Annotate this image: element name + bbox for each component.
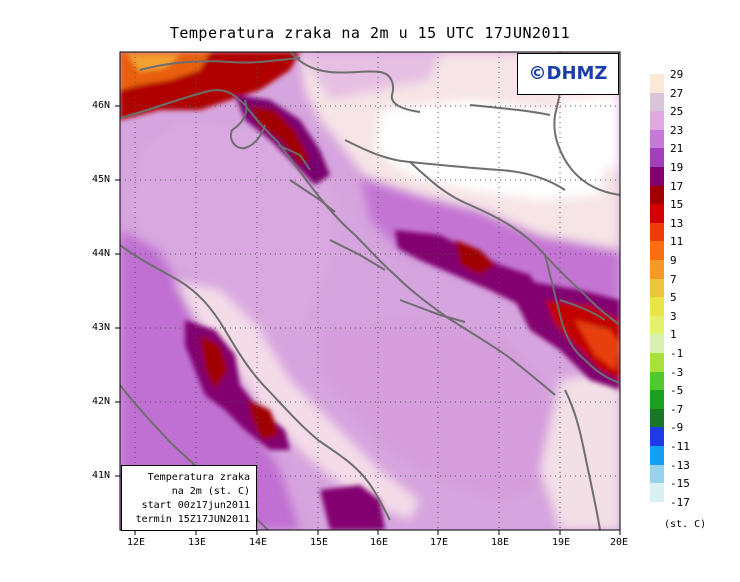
legend-swatch [650,260,664,279]
lon-label-15E: 15E [310,537,329,548]
lat-label-43N: 43N [92,322,111,333]
legend-swatch [650,483,664,503]
legend-label: -13 [670,458,690,472]
lat-label-44N: 44N [92,248,111,259]
legend-swatch [650,371,664,391]
legend-label: 3 [670,309,677,323]
lon-label-17E: 17E [430,537,449,548]
legend-swatch [650,408,664,428]
legend-label: 27 [670,86,684,100]
legend-label: -5 [670,384,684,398]
lat-label-42N: 42N [92,396,111,407]
legend-label: -9 [670,421,684,435]
copyright-box: ©DHMZ [517,53,619,95]
legend-label: 5 [670,291,677,305]
legend-swatch [650,204,664,224]
lon-label-12E: 12E [127,537,146,548]
legend-swatch [650,241,664,261]
legend-swatch [650,74,664,93]
legend-swatch [650,148,664,168]
legend-swatch [650,334,664,354]
legend-unit: (st. C) [664,519,707,530]
temperature-field [120,52,620,530]
legend-swatch [650,185,664,205]
legend-swatch [650,315,664,335]
legend-label: 21 [670,142,684,156]
legend-swatch [650,222,664,242]
lon-label-13E: 13E [188,537,207,548]
coastlines [120,52,620,530]
legend-swatch [650,390,664,410]
map-title: Temperatura zraka na 2m u 15 UTC 17JUN20… [169,24,571,42]
legend-swatch [650,353,664,372]
lat-label-46N: 46N [92,100,111,111]
legend-label: -11 [670,440,690,453]
legend-label: 9 [670,254,677,267]
legend-swatch [650,129,664,149]
legend-swatch [650,92,664,112]
map-frame [119,51,621,531]
lon-label-20E: 20E [610,537,629,548]
copyright-label: ©DHMZ [528,63,608,84]
graticule [120,52,620,530]
legend-swatch [650,427,664,447]
info-box: Temperatura zraka na 2m (st. C) start 00… [121,465,257,531]
legend-swatch [650,446,664,465]
legend-label: 19 [670,161,684,174]
legend-label: 13 [670,216,684,230]
legend-label: -1 [670,347,684,360]
legend-label: 1 [670,328,677,342]
legend-swatch [650,464,664,484]
legend-label: 15 [670,198,684,212]
legend-label: 29 [670,68,684,81]
legend-swatch [650,297,664,317]
info-line-termin: termin 15Z17JUN2011 [135,514,250,525]
legend-label: -17 [670,495,690,509]
legend-label: 17 [670,179,684,193]
legend-label: -15 [670,477,690,491]
info-line-variable: Temperatura zraka [147,472,250,483]
legend-swatch [650,501,664,521]
info-line-start: start 00z17jun2011 [141,500,250,511]
legend-label: 11 [670,235,684,249]
lat-label-45N: 45N [92,174,111,185]
legend-label: -7 [670,402,684,416]
lon-label-16E: 16E [370,537,389,548]
info-line-units: na 2m (st. C) [171,486,250,497]
legend-label: 7 [670,272,677,286]
legend-swatch [650,278,664,298]
legend-label: 25 [670,105,684,119]
lon-label-18E: 18E [491,537,510,548]
lat-label-41N: 41N [92,470,111,481]
legend-label: -3 [670,365,684,379]
legend-swatch [650,111,664,131]
lon-label-14E: 14E [249,537,268,548]
legend-swatch [650,167,664,186]
legend-label: 23 [670,123,684,137]
lon-label-19E: 19E [552,537,571,548]
